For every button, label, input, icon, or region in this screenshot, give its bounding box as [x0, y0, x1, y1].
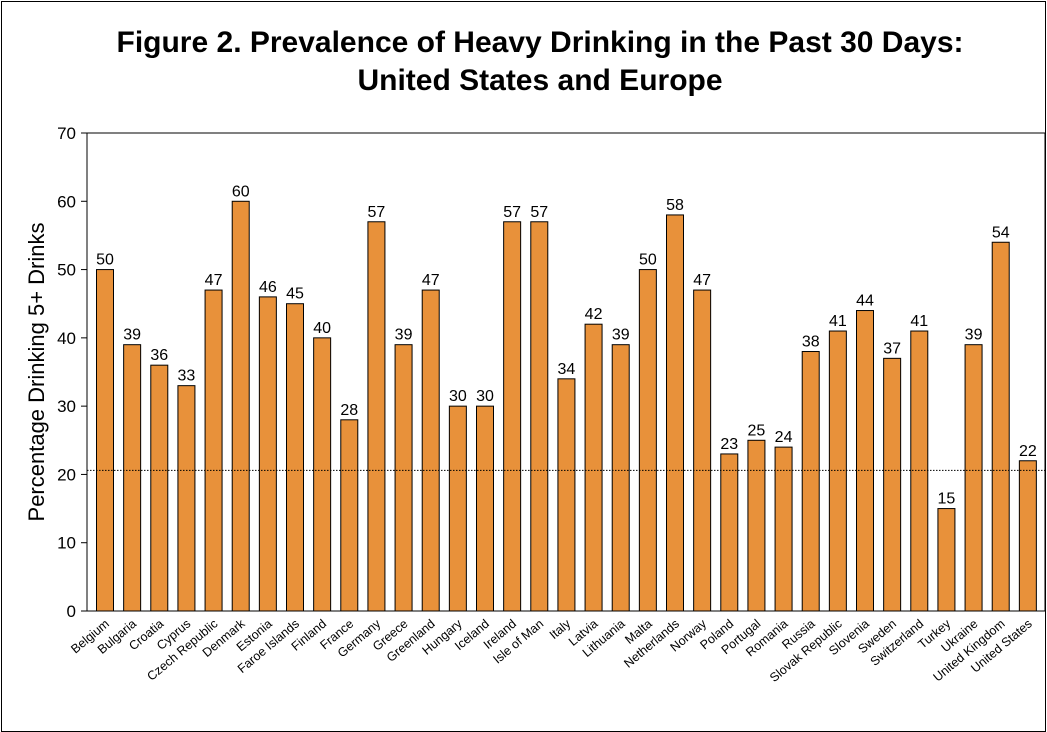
bar-value-label: 39 — [612, 327, 630, 344]
y-tick-label: 50 — [57, 261, 76, 280]
bar-value-label: 38 — [802, 334, 820, 351]
bar — [774, 446, 793, 612]
bar-value-label: 57 — [368, 204, 386, 221]
bar-value-label: 45 — [286, 286, 304, 303]
bar-value-label: 36 — [150, 347, 168, 364]
bar-value-label: 50 — [639, 252, 657, 269]
bar — [584, 323, 603, 612]
chart-title-line-2: United States and Europe — [357, 64, 723, 97]
bar-value-label: 33 — [178, 368, 196, 385]
bar-value-label: 30 — [476, 388, 494, 405]
bar-value-label: 22 — [1019, 443, 1037, 460]
bar — [421, 289, 440, 612]
bar — [150, 364, 169, 612]
data-labels: 50 39 36 33 47 60 46 45 40 28 57 39 47 30 30 57 57 34 42 39… — [96, 183, 1037, 507]
bar-value-label: 60 — [232, 183, 250, 200]
bar — [258, 296, 277, 612]
y-tick-label: 40 — [57, 329, 76, 348]
y-axis-label: Percentage Drinking 5+ Drinks — [24, 223, 49, 522]
bar — [883, 357, 902, 612]
bar — [856, 310, 874, 612]
bar — [448, 405, 467, 612]
bar — [964, 344, 983, 612]
bar — [503, 221, 522, 612]
bar — [801, 351, 820, 612]
bar — [340, 419, 359, 612]
bar — [96, 269, 114, 612]
y-tick-label: 10 — [57, 534, 76, 553]
bar — [286, 303, 304, 612]
y-tick-label: 60 — [57, 192, 76, 211]
bar-value-label: 23 — [720, 436, 738, 453]
chart-title-line-1: Figure 2. Prevalence of Heavy Drinking i… — [116, 26, 964, 59]
bar-value-label: 44 — [856, 293, 874, 310]
bar — [530, 221, 549, 612]
bar-value-label: 40 — [313, 320, 331, 337]
bar — [991, 241, 1010, 612]
bar-value-label: 50 — [96, 252, 114, 269]
bar-value-label: 57 — [503, 204, 521, 221]
bar — [693, 289, 712, 612]
bar — [177, 385, 196, 612]
bar — [828, 330, 847, 612]
bar-value-label: 47 — [693, 272, 711, 289]
bars — [96, 200, 1037, 612]
bar — [123, 344, 142, 612]
y-tick-label: 0 — [67, 602, 76, 621]
bar — [394, 344, 413, 612]
bar-value-label: 41 — [910, 313, 928, 330]
bar-value-label: 34 — [558, 361, 576, 378]
bar — [1018, 460, 1037, 612]
bar-value-label: 39 — [395, 327, 413, 344]
plot-area — [86, 132, 1046, 612]
bar — [720, 453, 739, 612]
bar-value-label: 25 — [748, 422, 766, 439]
y-tick-label: 30 — [57, 397, 76, 416]
bar-value-label: 28 — [340, 402, 358, 419]
bar-value-label: 39 — [123, 327, 141, 344]
bar — [611, 344, 630, 612]
bar-value-label: 42 — [585, 306, 603, 323]
bar — [313, 337, 332, 612]
bar-value-label: 41 — [829, 313, 847, 330]
bar — [557, 378, 576, 612]
bar-value-label: 58 — [666, 197, 684, 214]
chart-title: Figure 2. Prevalence of Heavy Drinking i… — [60, 24, 1020, 100]
bar — [476, 405, 494, 612]
bar — [666, 214, 684, 612]
y-tick-label: 20 — [57, 465, 76, 484]
bar-value-label: 15 — [938, 491, 956, 508]
bar-value-label: 46 — [259, 279, 277, 296]
bar-value-label: 54 — [992, 224, 1010, 241]
bar — [638, 269, 657, 612]
bar — [231, 200, 250, 612]
bar-value-label: 47 — [205, 272, 223, 289]
bar — [937, 508, 956, 612]
y-axis-ticks: 0 10 20 30 40 50 60 70 — [57, 124, 87, 621]
bar-value-label: 47 — [422, 272, 440, 289]
bar-value-label: 57 — [530, 204, 548, 221]
bar — [204, 289, 223, 612]
bar-value-label: 37 — [883, 340, 901, 357]
bar-value-label: 30 — [449, 388, 467, 405]
bar — [367, 221, 386, 612]
bar — [910, 330, 929, 612]
bar — [747, 439, 766, 612]
bar-value-label: 24 — [775, 429, 793, 446]
y-tick-label: 70 — [57, 124, 76, 143]
bar-value-label: 39 — [965, 327, 983, 344]
